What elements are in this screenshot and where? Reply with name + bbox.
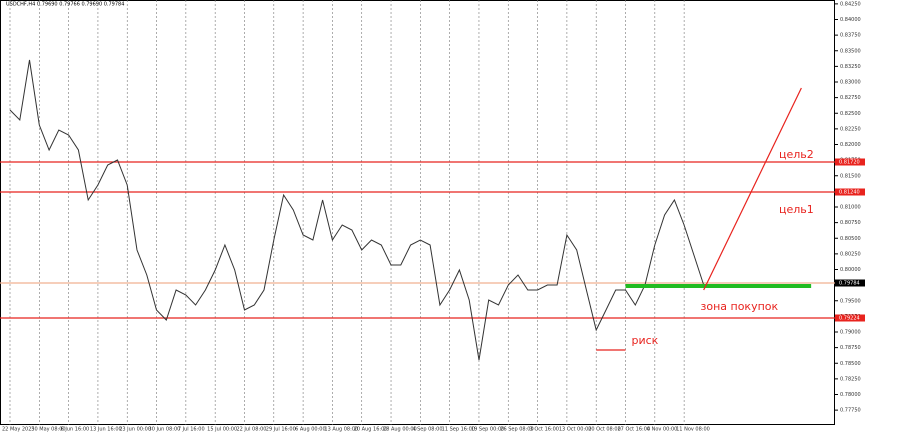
header: USDCHF,H4 0.79690 0.79766 0.79690 0.7978… (6, 2, 124, 8)
annotation: цель1 (779, 203, 814, 216)
x-tick-label: 30 Jun 08:00 (149, 427, 181, 433)
x-tick-label: 11 Nov 08:00 (676, 427, 710, 433)
x-tick-label: 20 Oct 08:00 (588, 427, 621, 433)
price-line (9, 59, 705, 361)
x-tick-label: 13 Oct 00:00 (559, 427, 592, 433)
x-tick-label: 22 Jul 08:00 (236, 427, 266, 433)
y-tick-label: 0.83750 (840, 33, 861, 39)
level-label: 0.81240 (839, 190, 860, 196)
level-tag (835, 314, 865, 322)
y-tick-label: 0.79000 (840, 330, 861, 336)
level-tag (835, 188, 865, 196)
x-tick-label: 29 Jul 16:00 (266, 427, 296, 433)
x-tick-label: 23 Jun 00:00 (119, 427, 151, 433)
x-tick-label: 3 Oct 16:00 (530, 427, 559, 433)
x-tick-label: 28 Aug 00:00 (383, 427, 417, 433)
x-tick-label: 6 Aug 00:00 (295, 427, 326, 433)
y-tick-label: 0.80750 (840, 220, 861, 226)
x-tick-label: 22 May 2025 (2, 427, 35, 433)
y-tick-label: 0.78500 (840, 361, 861, 367)
buy-zone-label: зона покупок (701, 300, 779, 313)
y-tick-label: 0.78000 (840, 392, 861, 398)
x-tick-label: 19 Sep 00:00 (471, 427, 504, 433)
y-tick-label: 0.78250 (840, 376, 861, 382)
y-tick-label: 0.81000 (840, 205, 861, 211)
x-tick-label: 26 Sep 08:00 (500, 427, 533, 433)
level-label: 0.79784 (839, 281, 860, 287)
x-tick-label: 6 Jun 16:00 (61, 427, 90, 433)
y-tick-label: 0.82000 (840, 142, 861, 148)
x-tick-label: 11 Sep 16:00 (442, 427, 475, 433)
x-tick-label: 15 Jul 00:00 (207, 427, 237, 433)
x-tick-label: 20 Aug 16:00 (354, 427, 388, 433)
y-tick-label: 0.83250 (840, 64, 861, 70)
plot-frame (0, 0, 835, 425)
y-tick-label: 0.81500 (840, 173, 861, 179)
y-tick-label: 0.79500 (840, 298, 861, 304)
y-tick-label: 0.83000 (840, 80, 861, 86)
y-tick-label: 0.80000 (840, 267, 861, 273)
x-tick-label: 4 Sep 08:00 (412, 427, 442, 433)
x-tick-label: 7 Jul 16:00 (178, 427, 205, 433)
y-tick-label: 0.84000 (840, 17, 861, 23)
x-tick-label: 30 May 08:00 (31, 427, 65, 433)
annotation: цель2 (779, 148, 814, 161)
y-tick-label: 0.83500 (840, 48, 861, 54)
target-line (703, 87, 802, 291)
y-tick-label: 0.82750 (840, 95, 861, 101)
x-tick-label: 27 Oct 16:00 (618, 427, 651, 433)
y-tick-label: 0.80250 (840, 251, 861, 257)
risk-label: риск (632, 334, 659, 347)
level-tag (835, 158, 865, 166)
y-tick-label: 0.82250 (840, 126, 861, 132)
y-tick-label: 0.80500 (840, 236, 861, 242)
y-tick-label: 0.82500 (840, 111, 861, 117)
level-label: 0.79224 (839, 316, 860, 322)
x-tick-label: 13 Aug 08:00 (324, 427, 358, 433)
y-tick-label: 0.78750 (840, 345, 861, 351)
y-tick-label: 0.84250 (840, 1, 861, 7)
level-tag (835, 279, 865, 287)
y-tick-label: 0.77750 (840, 408, 861, 414)
x-tick-label: 4 Nov 00:00 (647, 427, 678, 433)
x-tick-label: 13 Jun 16:00 (90, 427, 122, 433)
level-label: 0.81720 (839, 160, 860, 166)
